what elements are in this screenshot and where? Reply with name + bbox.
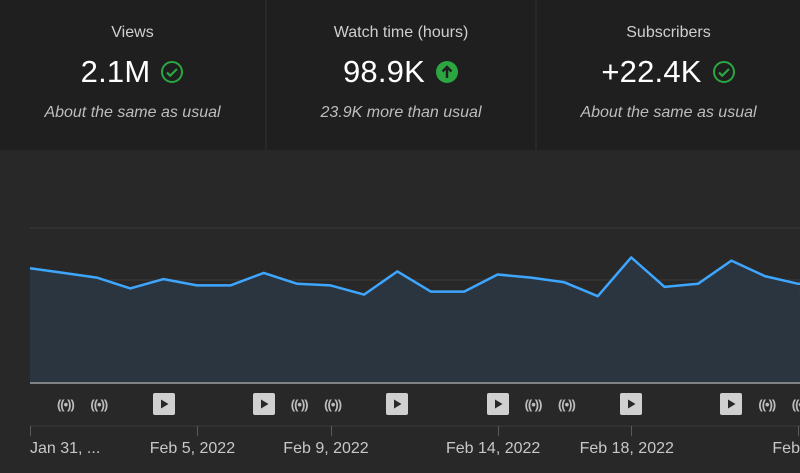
data-point[interactable] bbox=[395, 269, 399, 273]
data-point[interactable] bbox=[329, 283, 333, 287]
live-icon[interactable]: ((•)) bbox=[290, 396, 309, 412]
metric-comparison: About the same as usual bbox=[580, 104, 757, 121]
series-line bbox=[29, 256, 800, 298]
metric-comparison: 23.9K more than usual bbox=[320, 104, 482, 121]
live-icon[interactable]: ((•)) bbox=[56, 396, 75, 412]
x-tick-mark bbox=[30, 426, 31, 436]
metric-label: Views bbox=[111, 24, 154, 41]
live-icon[interactable]: ((•)) bbox=[557, 396, 576, 412]
data-point[interactable] bbox=[596, 294, 600, 298]
data-point[interactable] bbox=[362, 293, 366, 297]
live-icon[interactable]: ((•)) bbox=[524, 396, 543, 412]
data-point[interactable] bbox=[28, 266, 32, 270]
x-tick-label: Feb 14, 2022 bbox=[446, 440, 541, 457]
data-point[interactable] bbox=[295, 282, 299, 286]
data-point[interactable] bbox=[228, 283, 232, 287]
data-point[interactable] bbox=[262, 271, 266, 275]
check-circle-icon bbox=[160, 60, 184, 84]
metric-cards: Views 2.1M About the same as usual Watch… bbox=[0, 0, 800, 150]
data-point[interactable] bbox=[663, 285, 667, 289]
x-tick-label: Feb 18, 2022 bbox=[579, 440, 674, 457]
metric-comparison: About the same as usual bbox=[44, 104, 221, 121]
x-tick-mark bbox=[330, 426, 332, 436]
data-point[interactable] bbox=[61, 271, 65, 275]
x-tick-label: Feb 5, 2022 bbox=[149, 440, 236, 457]
metric-value-row: 98.9K bbox=[267, 54, 535, 90]
live-icon[interactable]: ((•)) bbox=[324, 396, 342, 412]
x-tick-label: Jan 31, ... bbox=[30, 440, 101, 457]
play-icon[interactable] bbox=[620, 392, 643, 416]
metric-card-watch-time[interactable]: Watch time (hours) 98.9K 23.9K more than… bbox=[267, 0, 535, 150]
live-icon[interactable]: ((•)) bbox=[90, 396, 108, 412]
metric-card-views[interactable]: Views 2.1M About the same as usual bbox=[0, 0, 265, 150]
x-tick-label: Feb 9, 2022 bbox=[283, 440, 369, 457]
data-point[interactable] bbox=[763, 274, 767, 278]
metric-label: Watch time (hours) bbox=[333, 24, 469, 41]
data-point[interactable] bbox=[95, 276, 99, 280]
x-tick-mark bbox=[798, 426, 800, 436]
series-area bbox=[30, 257, 800, 383]
data-point[interactable] bbox=[462, 290, 466, 294]
data-point[interactable] bbox=[195, 283, 199, 287]
live-icon[interactable]: ((•)) bbox=[791, 396, 800, 412]
data-point[interactable] bbox=[562, 280, 566, 284]
metric-value-row: 2.1M bbox=[0, 54, 265, 90]
x-tick-mark bbox=[497, 426, 499, 436]
metric-value: 98.9K bbox=[342, 54, 425, 89]
live-icon[interactable]: ((•)) bbox=[758, 396, 776, 412]
metric-value: +22.4K bbox=[601, 54, 702, 89]
metric-value: 2.1M bbox=[80, 54, 151, 89]
data-point[interactable] bbox=[696, 282, 700, 286]
x-tick-mark bbox=[197, 426, 198, 436]
metric-card-subscribers[interactable]: Subscribers +22.4K About the same as usu… bbox=[537, 0, 800, 150]
play-icon[interactable] bbox=[486, 392, 509, 416]
x-tick-label: Feb 23 bbox=[772, 440, 800, 457]
arrow-up-circle-icon bbox=[435, 60, 459, 84]
data-point[interactable] bbox=[629, 255, 633, 259]
data-point[interactable] bbox=[429, 290, 433, 294]
play-icon[interactable] bbox=[386, 392, 409, 416]
check-circle-icon bbox=[712, 60, 736, 84]
play-icon[interactable] bbox=[252, 392, 275, 416]
data-point[interactable] bbox=[496, 273, 500, 277]
x-tick-mark bbox=[631, 426, 633, 436]
data-point[interactable] bbox=[162, 277, 166, 281]
play-icon[interactable] bbox=[720, 392, 743, 416]
data-point[interactable] bbox=[529, 276, 533, 280]
data-point[interactable] bbox=[729, 259, 733, 263]
play-icon[interactable] bbox=[152, 392, 175, 416]
metric-value-row: +22.4K bbox=[537, 54, 800, 90]
data-point[interactable] bbox=[128, 286, 132, 290]
metric-label: Subscribers bbox=[626, 24, 711, 41]
